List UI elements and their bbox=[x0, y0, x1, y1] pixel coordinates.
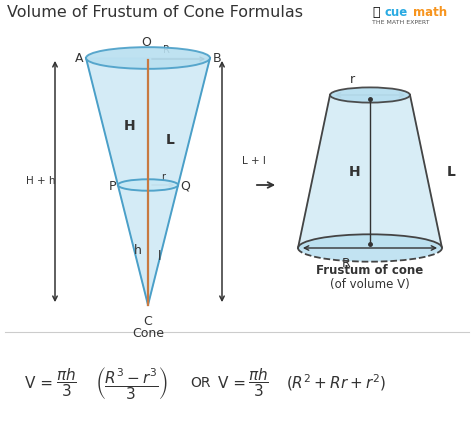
Text: math: math bbox=[413, 6, 447, 19]
Text: $\left(\dfrac{R^3 - r^3}{3}\right)$: $\left(\dfrac{R^3 - r^3}{3}\right)$ bbox=[95, 365, 168, 401]
Text: Volume of Frustum of Cone Formulas: Volume of Frustum of Cone Formulas bbox=[7, 5, 303, 20]
Text: L + l: L + l bbox=[242, 157, 266, 167]
Text: C: C bbox=[144, 315, 152, 328]
Text: $(R^2 + Rr + r^2)$: $(R^2 + Rr + r^2)$ bbox=[286, 373, 386, 393]
Text: H: H bbox=[349, 164, 361, 178]
Text: 🚀: 🚀 bbox=[372, 7, 380, 20]
Text: L: L bbox=[165, 132, 174, 147]
Text: B: B bbox=[213, 53, 222, 66]
Text: P: P bbox=[109, 180, 116, 193]
Text: cue: cue bbox=[385, 6, 408, 19]
Text: Cone: Cone bbox=[132, 327, 164, 340]
Text: L: L bbox=[447, 164, 456, 178]
Text: A: A bbox=[74, 53, 83, 66]
Text: l: l bbox=[158, 250, 162, 263]
Ellipse shape bbox=[298, 234, 442, 262]
Text: V =: V = bbox=[218, 375, 246, 391]
Ellipse shape bbox=[118, 179, 178, 191]
Text: (of volume V): (of volume V) bbox=[330, 278, 410, 291]
Ellipse shape bbox=[330, 87, 410, 102]
Text: THE MATH EXPERT: THE MATH EXPERT bbox=[372, 20, 430, 25]
Text: Frustum of cone: Frustum of cone bbox=[316, 264, 424, 277]
Text: R: R bbox=[342, 257, 350, 270]
Text: r: r bbox=[349, 73, 355, 86]
Text: $\dfrac{\pi h}{3}$: $\dfrac{\pi h}{3}$ bbox=[56, 367, 77, 399]
Text: H: H bbox=[124, 119, 136, 134]
Ellipse shape bbox=[86, 47, 210, 69]
Polygon shape bbox=[298, 95, 442, 248]
Text: r: r bbox=[161, 172, 165, 182]
Polygon shape bbox=[86, 58, 210, 305]
Text: O: O bbox=[141, 36, 151, 49]
Text: Q: Q bbox=[180, 180, 190, 193]
Text: $\dfrac{\pi h}{3}$: $\dfrac{\pi h}{3}$ bbox=[248, 367, 269, 399]
Text: OR: OR bbox=[190, 376, 210, 390]
Text: H + h: H + h bbox=[26, 177, 56, 187]
Text: R: R bbox=[163, 45, 170, 55]
Text: V =: V = bbox=[25, 375, 53, 391]
Text: h: h bbox=[134, 243, 142, 256]
